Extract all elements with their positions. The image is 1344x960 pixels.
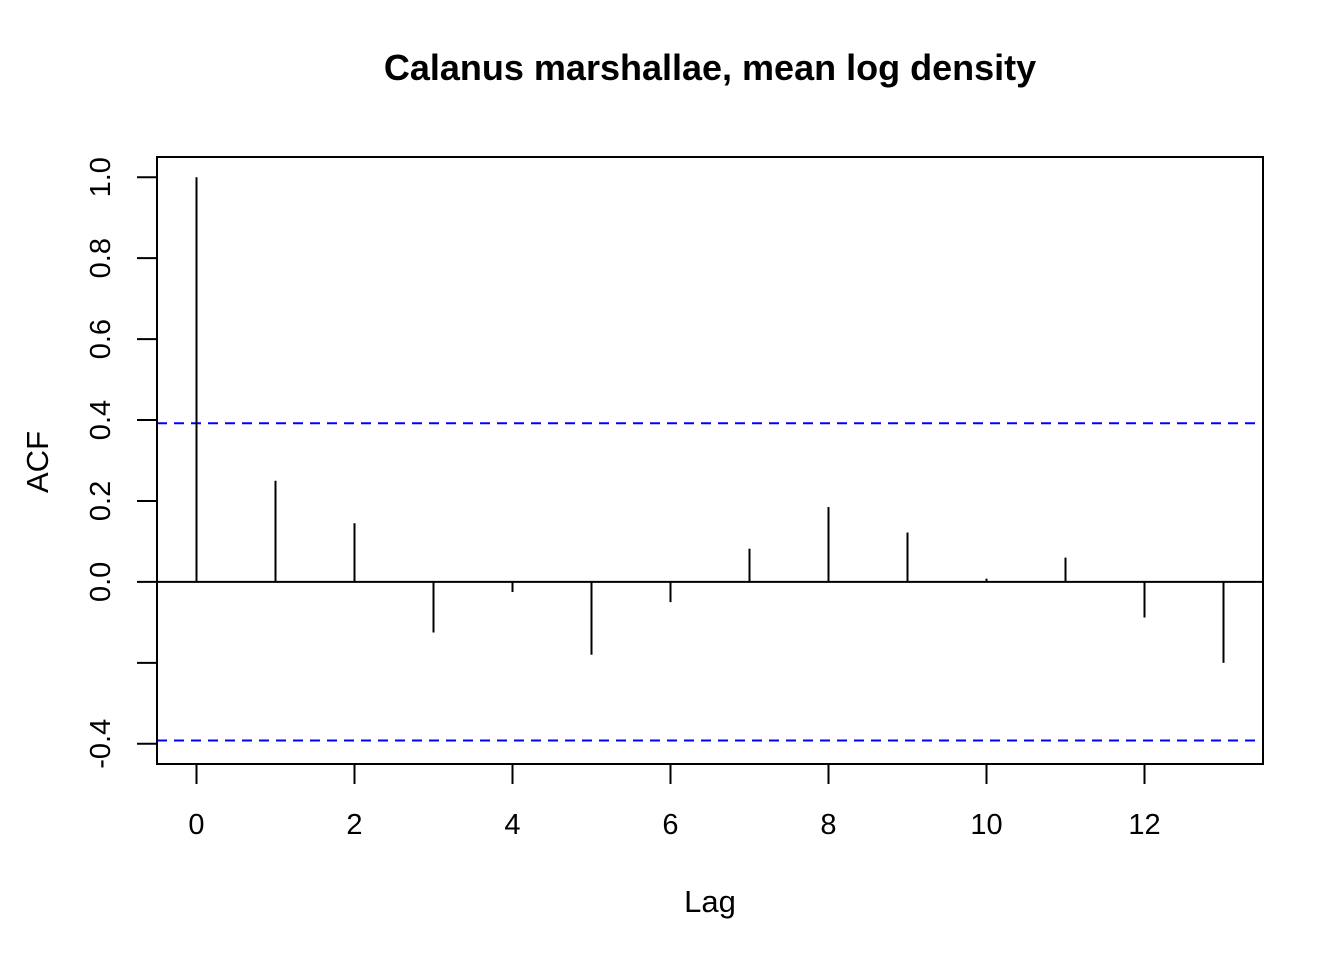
chart-title: Calanus marshallae, mean log density: [384, 47, 1036, 88]
y-tick-label-3: 0.2: [85, 481, 117, 521]
x-tick-label-10: 10: [970, 809, 1002, 841]
y-tick-label-7: 1.0: [85, 157, 117, 197]
plot-frame: [156, 156, 1264, 765]
acf-bars: [195, 177, 1225, 663]
y-tick-label-2: 0.0: [85, 562, 117, 602]
x-tick-label-6: 6: [662, 809, 678, 841]
y-axis-label: ACF: [20, 431, 55, 493]
x-axis: 0 2 4 6 8 10 12: [188, 764, 1161, 841]
x-tick-label-4: 4: [504, 809, 520, 841]
y-tick-label-5: 0.6: [85, 319, 117, 359]
y-tick-label-4: 0.4: [85, 400, 117, 440]
y-tick-label-0: -0.4: [85, 719, 117, 769]
y-tick-label-6: 0.8: [85, 238, 117, 278]
x-tick-label-0: 0: [188, 809, 204, 841]
x-tick-label-2: 2: [346, 809, 362, 841]
x-tick-label-12: 12: [1128, 809, 1160, 841]
x-tick-label-8: 8: [820, 809, 836, 841]
y-axis: -0.4 0.0 0.2 0.4 0.6 0.8 1.0: [85, 157, 158, 769]
confidence-bounds: [157, 422, 1263, 742]
x-axis-label: Lag: [684, 884, 736, 919]
